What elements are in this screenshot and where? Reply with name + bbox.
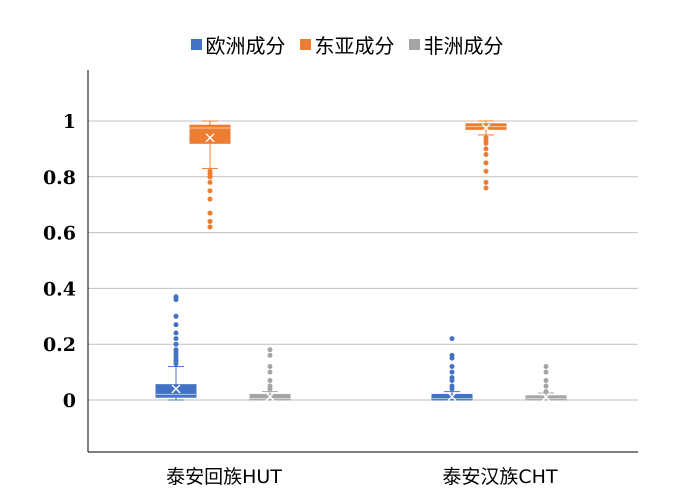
outlier-point [483, 179, 489, 185]
outlier-point [173, 361, 179, 367]
box-2-1 [525, 364, 567, 402]
legend-item-europe: 欧洲成分 [190, 30, 286, 59]
box-1-0 [189, 120, 231, 230]
category-label-hut: 泰安回族HUT [166, 466, 282, 488]
mean-marker [481, 123, 491, 133]
outlier-point [449, 364, 455, 370]
outlier-point [449, 336, 455, 342]
outlier-point [483, 168, 489, 174]
legend: 欧洲成分 东亚成分 非洲成分 [0, 30, 694, 59]
outlier-point [543, 389, 549, 395]
outlier-point [173, 330, 179, 336]
y-tick-label: 0.4 [43, 278, 76, 300]
y-tick-labels: 0 0.2 0.4 0.6 0.8 1 [43, 111, 76, 412]
outlier-point [449, 377, 455, 383]
outlier-point [449, 369, 455, 375]
outlier-point [449, 386, 455, 392]
legend-item-africa: 非洲成分 [408, 30, 504, 59]
mean-marker [541, 392, 551, 402]
outlier-point [543, 377, 549, 383]
outlier-point [483, 140, 489, 146]
outlier-point [267, 377, 273, 383]
outlier-point [449, 355, 455, 361]
outlier-point [267, 352, 273, 358]
grid-lines [88, 120, 638, 401]
box-rect [155, 384, 197, 398]
mean-marker [171, 384, 181, 394]
legend-swatch-africa [408, 39, 420, 50]
outlier-point [483, 146, 489, 152]
outlier-point [173, 322, 179, 328]
outlier-point [483, 185, 489, 191]
axes [87, 70, 638, 453]
y-tick-label: 0 [63, 390, 76, 412]
outlier-point [207, 188, 213, 194]
outlier-point [483, 160, 489, 166]
mean-marker [265, 392, 275, 402]
box-2-0 [249, 347, 291, 402]
outlier-point [207, 210, 213, 216]
legend-label-europe: 欧洲成分 [205, 34, 286, 58]
y-tick-label: 0.2 [43, 334, 76, 356]
box-rect [189, 124, 231, 144]
outlier-point [543, 383, 549, 389]
y-tick-label: 1 [63, 111, 76, 133]
legend-swatch-europe [190, 39, 202, 50]
outlier-point [267, 364, 273, 370]
outlier-point [543, 369, 549, 375]
outlier-point [173, 341, 179, 347]
outlier-point [207, 174, 213, 180]
outlier-point [267, 369, 273, 375]
category-label-cht: 泰安汉族CHT [442, 466, 558, 488]
y-tick-label: 0.6 [43, 223, 76, 245]
outlier-point [267, 347, 273, 353]
outlier-point [173, 297, 179, 303]
outlier-point [173, 336, 179, 342]
outlier-point [173, 313, 179, 319]
y-tick-label: 0.8 [43, 167, 76, 189]
legend-swatch-east-asia [299, 39, 311, 50]
outlier-point [267, 386, 273, 392]
outlier-point [207, 179, 213, 185]
outlier-point [483, 151, 489, 157]
legend-label-east-asia: 东亚成分 [314, 34, 395, 58]
outlier-point [207, 218, 213, 224]
box-1-1 [465, 120, 507, 191]
legend-label-africa: 非洲成分 [423, 34, 504, 58]
box-0-1 [431, 336, 473, 402]
mean-marker [205, 133, 215, 143]
mean-marker [447, 392, 457, 402]
outlier-point [543, 364, 549, 370]
box-0-0 [155, 294, 197, 401]
outlier-point [207, 224, 213, 230]
box-series [155, 120, 567, 402]
outlier-point [207, 196, 213, 202]
legend-item-east-asia: 东亚成分 [299, 30, 395, 59]
